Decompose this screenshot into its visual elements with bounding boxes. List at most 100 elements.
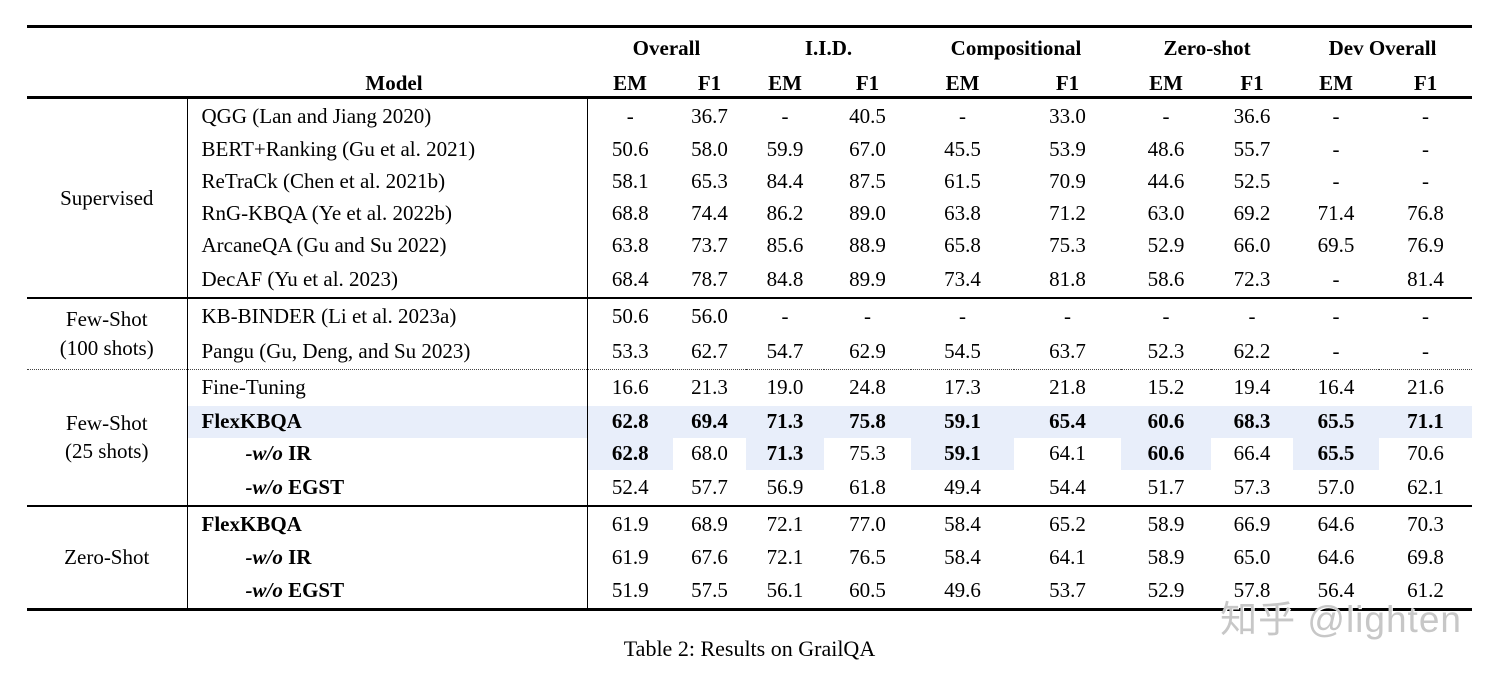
value-cell: 45.5: [944, 137, 981, 161]
value-cell: 58.9: [1147, 511, 1185, 536]
value-cell: -: [864, 303, 871, 328]
model-label-part: Pangu (Gu, Deng, and Su 2023): [201, 338, 471, 363]
value-cell: 60.5: [849, 578, 886, 603]
value-cell: 87.5: [849, 169, 886, 193]
value-cell: 74.4: [691, 201, 728, 225]
column-group-compositional: Compositional: [950, 35, 1082, 60]
value-cell: -: [1422, 303, 1430, 328]
value-cell: 64.1: [1049, 545, 1086, 569]
em-header: EM: [1149, 70, 1183, 95]
value-cell: 60.6: [1121, 405, 1212, 438]
column-subheader-row: Model EM F1 EM F1 EM F1 EM F1 EM F1: [27, 61, 1472, 98]
value-cell: 52.5: [1233, 169, 1271, 193]
f1-header: F1: [1055, 70, 1080, 95]
value-cell: 65.4: [1014, 405, 1122, 438]
model-cell: Pangu (Gu, Deng, and Su 2023): [187, 333, 588, 370]
value-cell: 65.0: [1233, 545, 1271, 569]
value-cell: 59.1: [911, 405, 1015, 438]
value-cell: 70.6: [1407, 441, 1444, 465]
model-cell: ReTraCk (Chen et al. 2021b): [187, 165, 588, 198]
value-cell: 56.4: [1317, 578, 1355, 603]
row-group-label: Few-Shot (100 shots): [27, 297, 188, 370]
value-cell: -: [1332, 103, 1340, 128]
value-cell: 19.4: [1233, 375, 1271, 400]
value-cell: 58.1: [611, 169, 649, 193]
value-cell: 61.2: [1407, 578, 1444, 603]
model-label-part: -w/o: [245, 578, 289, 603]
model-label-part: ArcaneQA (Gu and Su 2022): [201, 233, 447, 257]
value-cell: 75.3: [849, 441, 886, 465]
model-cell: QGG (Lan and Jiang 2020): [187, 97, 588, 134]
value-cell: 63.8: [944, 201, 981, 225]
em-header: EM: [768, 70, 802, 95]
value-cell: 63.0: [1147, 201, 1185, 225]
value-cell: 69.8: [1407, 545, 1444, 569]
value-cell: 84.4: [766, 169, 804, 193]
model-label-part: DecAF (Yu et al. 2023): [201, 266, 399, 291]
table-row: ReTraCk (Chen et al. 2021b) 58.1 65.3 84.4 8…: [27, 165, 1472, 198]
value-cell: -: [1248, 303, 1256, 328]
f1-header: F1: [855, 70, 880, 95]
value-cell: 63.7: [1049, 338, 1086, 363]
value-cell: 40.5: [849, 103, 886, 128]
table-row: FlexKBQA 62.8 69.4 71.3 75.8 59.1 65.4 60.6 68.3…: [27, 405, 1473, 438]
value-cell: 72.1: [766, 545, 804, 569]
table-row: DecAF (Yu et al. 2023) 68.4 78.7 84.8 89.9 73…: [27, 261, 1472, 298]
value-cell: 21.3: [691, 375, 728, 400]
model-cell: ArcaneQA (Gu and Su 2022): [187, 229, 588, 262]
model-cell: -w/o IR: [187, 437, 588, 470]
column-group-zero-shot: Zero-shot: [1163, 35, 1251, 60]
value-cell: -: [1332, 303, 1340, 328]
value-cell: 66.0: [1233, 233, 1271, 257]
value-cell: -: [1422, 338, 1430, 363]
f1-header: F1: [697, 70, 722, 95]
header-blank: [27, 27, 587, 62]
value-cell: 52.9: [1147, 233, 1185, 257]
value-cell: -: [1064, 303, 1072, 328]
model-label-part: -w/o: [245, 441, 289, 465]
value-cell: -: [1422, 169, 1430, 193]
header-blank: [27, 61, 187, 98]
value-cell: 15.2: [1147, 375, 1185, 400]
model-label-part: FlexKBQA: [201, 409, 302, 433]
value-cell: 64.6: [1317, 545, 1355, 569]
model-label-part: BERT+Ranking (Gu et al. 2021): [201, 137, 476, 161]
model-label-part: IR: [288, 441, 312, 465]
value-cell: 77.0: [849, 511, 886, 536]
value-cell: 52.9: [1147, 578, 1185, 603]
value-cell: 68.0: [691, 441, 728, 465]
results-table-wrap: Overall I.I.D. Compositional Zero-shot D…: [27, 25, 1473, 611]
value-cell: 33.0: [1049, 103, 1086, 128]
table-row: Supervised QGG (Lan and Jiang 2020) - 36.7 -…: [27, 97, 1472, 298]
column-group-header-row: Overall I.I.D. Compositional Zero-shot D…: [27, 27, 1472, 62]
value-cell: 69.5: [1317, 233, 1355, 257]
value-cell: 58.9: [1147, 545, 1185, 569]
value-cell: 72.1: [766, 511, 804, 536]
table-header: Overall I.I.D. Compositional Zero-shot D…: [27, 27, 1473, 98]
value-cell: 65.5: [1293, 405, 1380, 438]
value-cell: 75.8: [824, 405, 912, 438]
value-cell: 89.0: [849, 201, 886, 225]
value-cell: 54.5: [944, 338, 981, 363]
value-cell: 66.4: [1233, 441, 1271, 465]
em-header: EM: [1319, 70, 1353, 95]
value-cell: 51.9: [611, 578, 649, 603]
model-column-header: Model: [365, 70, 423, 95]
column-group-dev-overall: Dev Overall: [1328, 35, 1437, 60]
value-cell: 67.6: [691, 545, 728, 569]
table-caption: Table 2: Results on GrailQA: [623, 636, 876, 661]
em-header: EM: [613, 70, 647, 95]
model-cell: RnG-KBQA (Ye et al. 2022b): [187, 197, 588, 230]
value-cell: 81.8: [1049, 266, 1086, 291]
value-cell: 68.9: [691, 511, 728, 536]
value-cell: -: [1422, 137, 1430, 161]
model-cell: -w/o IR: [187, 541, 588, 574]
f1-header: F1: [1413, 70, 1438, 95]
value-cell: 73.7: [691, 233, 728, 257]
value-cell: 71.3: [746, 437, 824, 470]
value-cell: 17.3: [944, 375, 981, 400]
value-cell: -: [1332, 266, 1340, 291]
value-cell: 24.8: [849, 375, 886, 400]
value-cell: 51.7: [1147, 474, 1185, 499]
value-cell: 36.6: [1233, 103, 1271, 128]
